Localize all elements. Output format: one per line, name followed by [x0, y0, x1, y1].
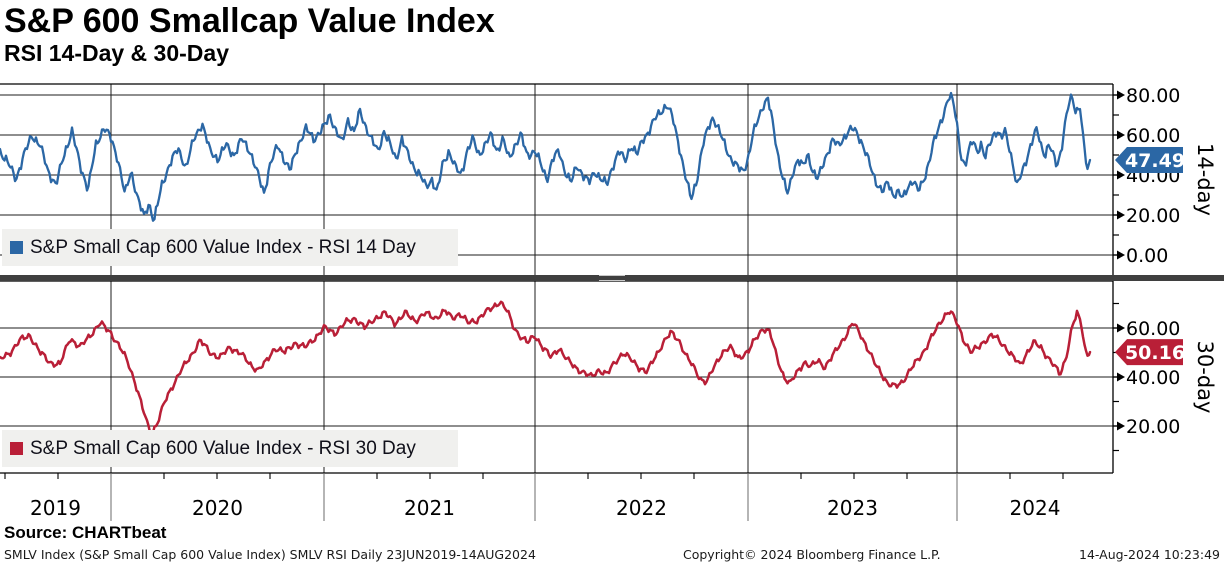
x-year-label: 2022	[616, 496, 667, 520]
y-tick-label: 20.00	[1126, 416, 1180, 438]
y-tick-arrow-icon	[1117, 90, 1125, 100]
y-tick-label: 20.00	[1126, 205, 1180, 227]
legend-rsi-14[interactable]: S&P Small Cap 600 Value Index - RSI 14 D…	[2, 229, 458, 266]
rsi-30-last-value-badge	[1115, 339, 1183, 366]
y-tick-label: 80.00	[1126, 85, 1180, 107]
y-tick-arrow-icon	[1117, 210, 1125, 220]
footer-copyright: Copyright© 2024 Bloomberg Finance L.P.	[683, 547, 941, 562]
page-subtitle: RSI 14-Day & 30-Day	[4, 40, 229, 66]
x-year-label: 2023	[827, 496, 878, 520]
footer-timestamp: 14-Aug-2024 10:23:49	[1079, 547, 1220, 562]
y-tick-label: 60.00	[1126, 318, 1180, 340]
rsi-30-last-value: 50.16	[1125, 342, 1185, 364]
legend-swatch-rsi-14-icon	[10, 241, 23, 254]
panel-splitter[interactable]	[0, 275, 1224, 281]
x-year-label: 2024	[1010, 496, 1061, 520]
rsi-30-line	[0, 300, 1092, 436]
y-tick-arrow-icon	[1117, 170, 1125, 180]
y-tick-arrow-icon	[1117, 421, 1125, 431]
legend-rsi-30[interactable]: S&P Small Cap 600 Value Index - RSI 30 D…	[2, 430, 458, 467]
x-year-label: 2020	[192, 496, 243, 520]
y-tick-label: 40.00	[1126, 367, 1180, 389]
legend-label-rsi-30: S&P Small Cap 600 Value Index - RSI 30 D…	[30, 437, 416, 459]
x-year-label: 2019	[30, 496, 81, 520]
y-tick-label: 0.00	[1126, 245, 1168, 267]
y-tick-arrow-icon	[1117, 323, 1125, 333]
legend-swatch-rsi-30-icon	[10, 442, 23, 455]
rsi-14-last-value-badge	[1115, 147, 1183, 174]
y-tick-arrow-icon	[1117, 372, 1125, 382]
x-year-label: 2021	[404, 496, 455, 520]
rsi-14-axis-label: 14-day	[1193, 143, 1217, 216]
page-title: S&P 600 Smallcap Value Index	[4, 2, 495, 40]
legend-label-rsi-14: S&P Small Cap 600 Value Index - RSI 14 D…	[30, 236, 416, 258]
y-tick-arrow-icon	[1117, 130, 1125, 140]
rsi-14-last-value: 47.49	[1125, 150, 1185, 172]
y-tick-label: 60.00	[1126, 125, 1180, 147]
rsi-14-line	[0, 91, 1092, 222]
source-label: Source: CHARTbeat	[4, 523, 167, 542]
y-tick-arrow-icon	[1117, 250, 1125, 260]
rsi-30-axis-label: 30-day	[1193, 341, 1217, 414]
footer-description: SMLV Index (S&P Small Cap 600 Value Inde…	[4, 547, 536, 562]
splitter-grip-icon	[599, 275, 625, 281]
